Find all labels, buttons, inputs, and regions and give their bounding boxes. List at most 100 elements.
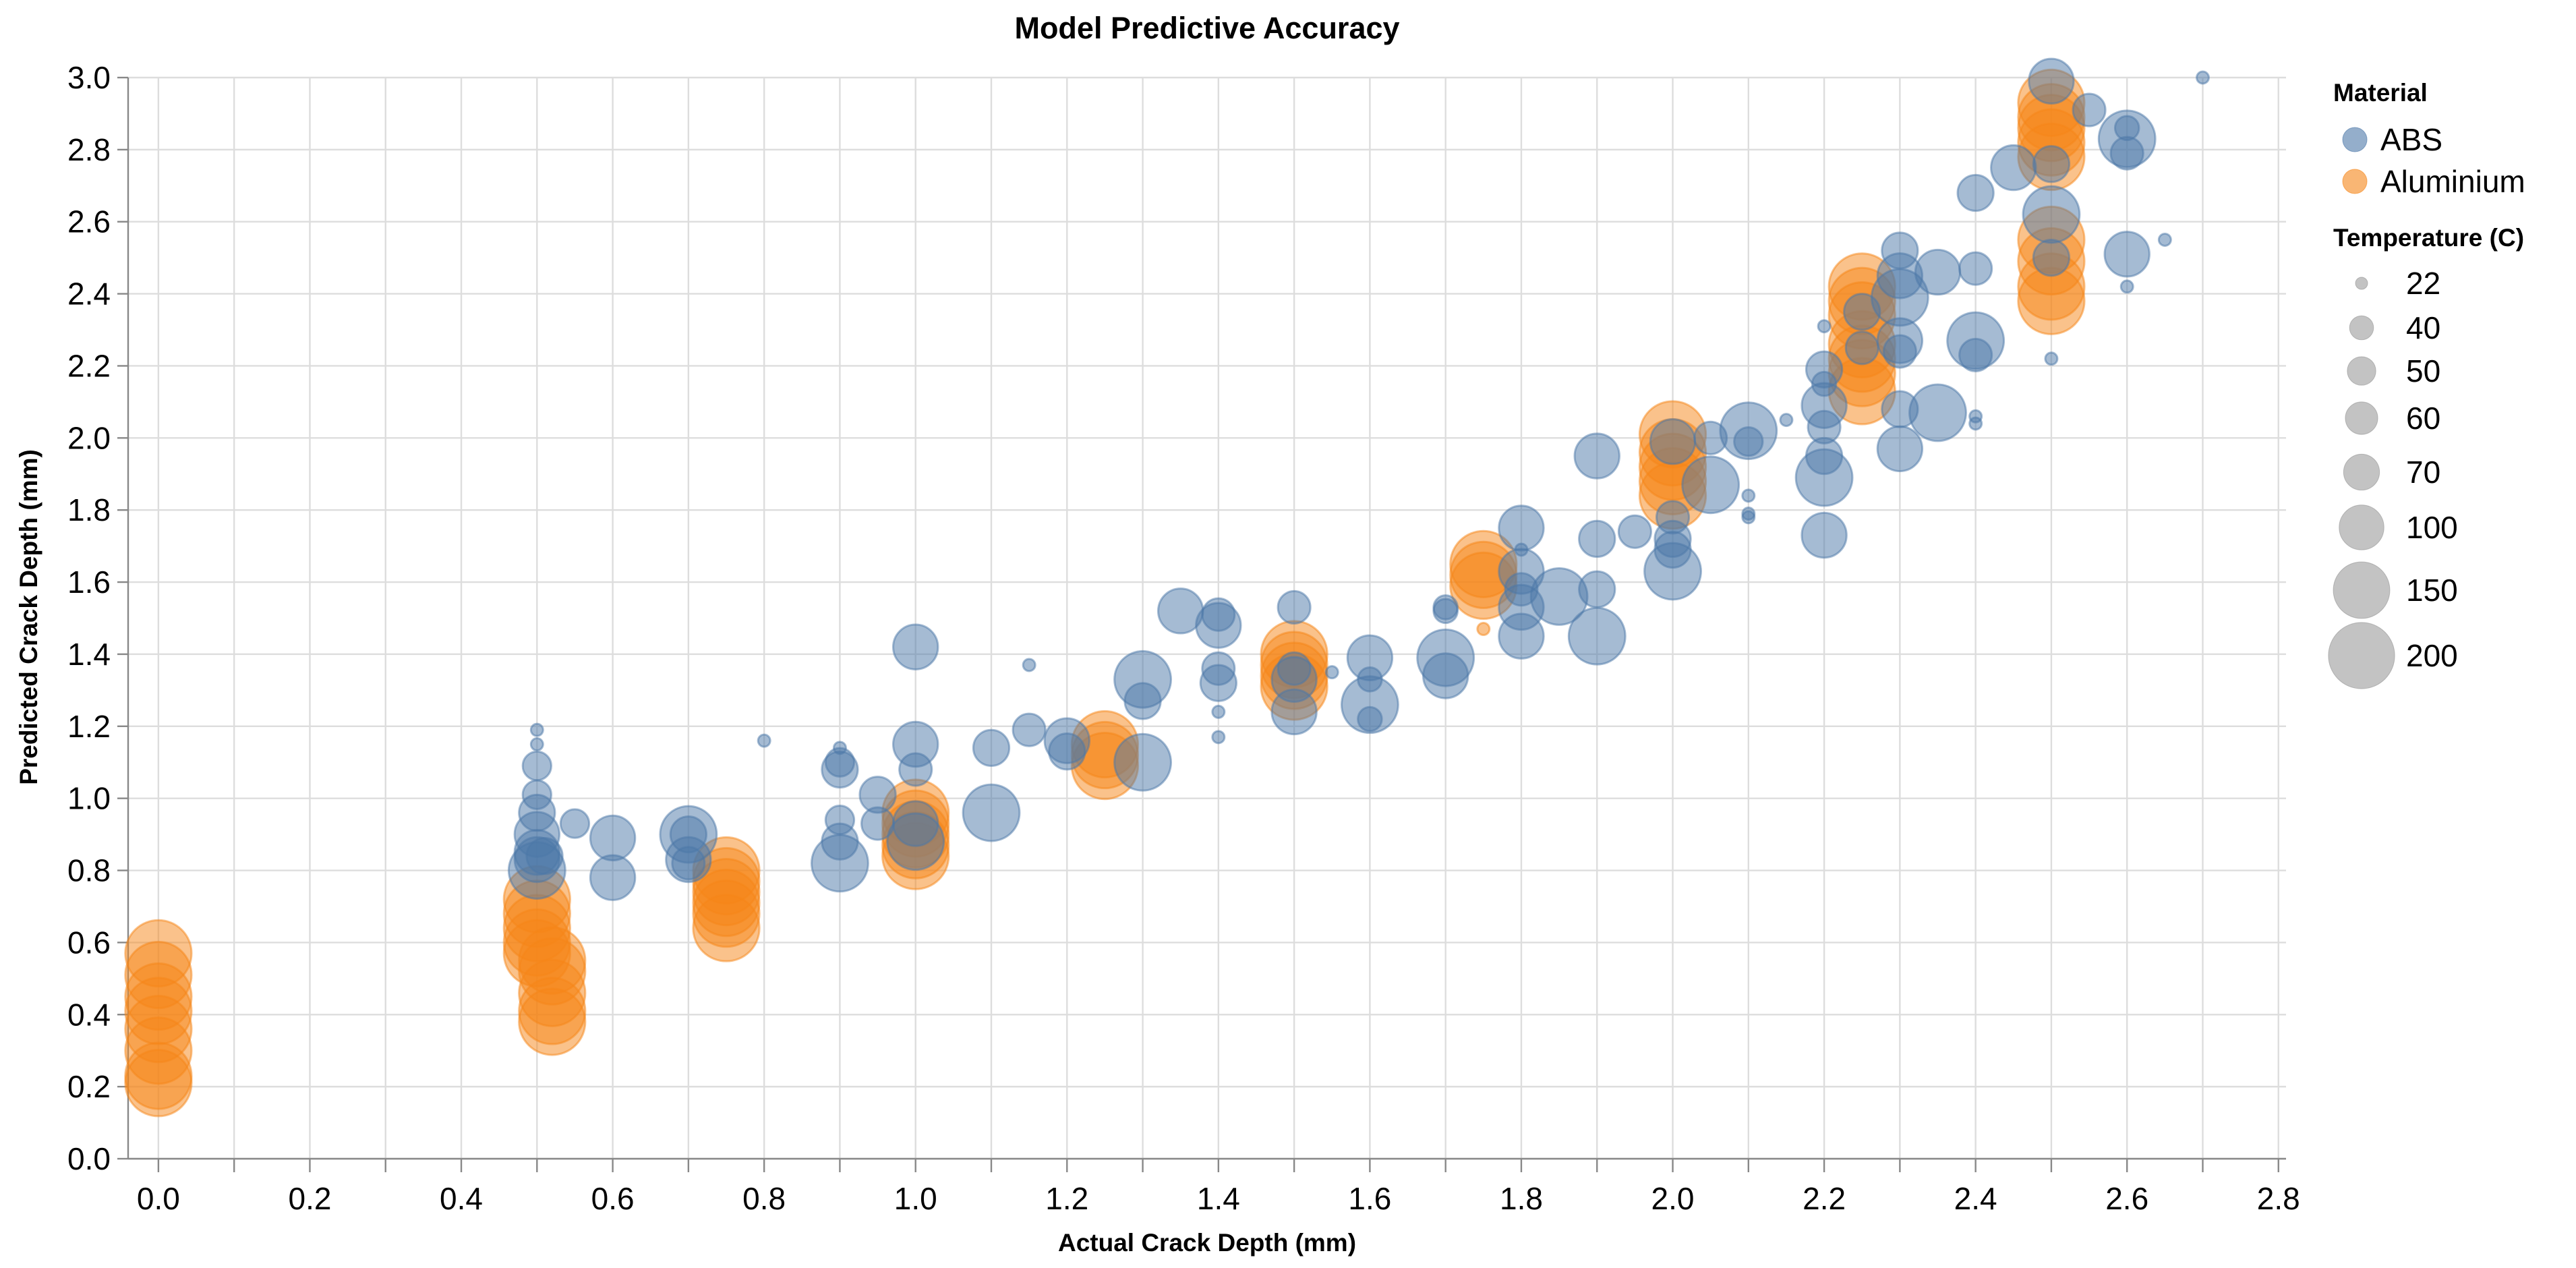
abs-point <box>1357 705 1383 732</box>
abs-point <box>2195 70 2210 85</box>
x-tick-label: 1.2 <box>1045 1181 1088 1216</box>
abs-point <box>1567 606 1627 666</box>
x-tick-label: 0.4 <box>440 1181 483 1216</box>
abs-point <box>962 783 1021 842</box>
abs-point <box>1199 664 1237 702</box>
size-legend-swatch <box>2343 453 2380 491</box>
abs-point <box>2072 92 2107 127</box>
x-tick-label: 2.6 <box>2105 1181 2148 1216</box>
abs-point <box>529 737 544 752</box>
abs-point <box>2032 145 2071 183</box>
abs-point <box>1048 732 1086 771</box>
abs-point <box>1990 144 2037 192</box>
abs-point <box>559 808 591 839</box>
abs-point <box>589 854 637 901</box>
abs-point <box>1498 612 1545 660</box>
size-legend-label: 150 <box>2406 573 2458 608</box>
legend-label-aluminium: Aluminium <box>2380 164 2525 199</box>
x-axis-title: Actual Crack Depth (mm) <box>1058 1229 1356 1257</box>
size-legend-label: 70 <box>2406 455 2440 490</box>
y-tick-label: 2.6 <box>67 204 111 239</box>
y-tick-label: 0.4 <box>67 997 111 1032</box>
abs-point <box>1801 511 1848 559</box>
x-tick-label: 2.4 <box>1954 1181 1997 1216</box>
abs-point <box>1844 330 1879 366</box>
abs-point <box>2109 136 2144 171</box>
abs-point <box>1794 448 1854 507</box>
abs-point <box>1741 510 1756 525</box>
abs-point <box>1617 514 1652 549</box>
abs-point <box>1958 337 1993 372</box>
size-legend-label: 60 <box>2406 401 2440 436</box>
size-legend-swatch <box>2345 401 2378 435</box>
legend: Material ABS Aluminium Temperature (C) 22… <box>2328 79 2525 689</box>
x-tick-label: 2.2 <box>1803 1181 1846 1216</box>
abs-point <box>1270 688 1318 736</box>
abs-point <box>2119 279 2134 294</box>
data-points <box>124 57 2210 1118</box>
abs-point <box>1741 488 1756 503</box>
y-tick-label: 2.2 <box>67 348 111 383</box>
abs-point <box>1277 589 1312 625</box>
x-tick-label: 0.6 <box>591 1181 635 1216</box>
y-tick-label: 2.8 <box>67 132 111 167</box>
y-tick-label: 0.0 <box>67 1141 111 1176</box>
abs-point <box>1914 248 1962 296</box>
abs-point <box>1340 675 1399 734</box>
abs-point <box>1012 712 1047 747</box>
x-tick-label: 1.6 <box>1348 1181 1391 1216</box>
legend-swatch-aluminium <box>2342 169 2368 194</box>
x-tick-label: 0.0 <box>137 1181 180 1216</box>
abs-point <box>2157 232 2172 247</box>
legend-swatch-abs <box>2342 127 2368 152</box>
axes: 0.0 0.2 0.4 0.6 0.8 1.0 1.2 1.4 1.6 1.8 2.0 2.2 2.4 2… <box>67 60 2300 1216</box>
x-tick-label: 1.4 <box>1197 1181 1240 1216</box>
abs-point <box>1422 652 1469 699</box>
chart-title: Model Predictive Accuracy <box>1014 11 1399 45</box>
y-tick-label: 2.0 <box>67 420 111 455</box>
y-tick-label: 1.2 <box>67 709 111 744</box>
abs-point <box>589 814 637 862</box>
abs-point <box>2103 231 2150 278</box>
size-legend-swatch <box>2347 356 2376 386</box>
size-legend-label: 200 <box>2406 638 2458 673</box>
abs-point <box>2032 239 2071 277</box>
y-tick-label: 1.8 <box>67 492 111 527</box>
aluminium-point <box>1476 622 1491 637</box>
abs-point <box>1123 682 1162 720</box>
aluminium-point <box>2017 266 2086 335</box>
abs-point <box>811 834 869 893</box>
abs-point <box>671 846 706 881</box>
abs-point <box>1956 173 1995 212</box>
abs-point <box>1578 519 1616 558</box>
abs-point <box>886 812 945 871</box>
abs-point <box>1817 319 1832 334</box>
aluminium-point <box>518 987 587 1056</box>
color-legend-items: ABS Aluminium <box>2342 122 2525 199</box>
abs-point <box>1211 730 1226 745</box>
x-tick-label: 1.8 <box>1500 1181 1543 1216</box>
y-tick-label: 2.4 <box>67 277 111 312</box>
abs-point <box>757 733 771 748</box>
abs-point <box>1211 704 1226 719</box>
y-tick-label: 0.2 <box>67 1069 111 1104</box>
y-tick-label: 0.6 <box>67 925 111 960</box>
abs-point <box>2022 185 2081 244</box>
y-tick-label: 0.8 <box>67 853 111 888</box>
size-legend-label: 100 <box>2406 510 2458 545</box>
y-tick-label: 3.0 <box>67 60 111 95</box>
y-tick-label: 1.6 <box>67 565 111 600</box>
abs-point <box>521 750 552 782</box>
y-axis-title: Predicted Crack Depth (mm) <box>15 449 42 785</box>
abs-point <box>1649 417 1697 465</box>
size-legend-swatch <box>2339 505 2384 550</box>
size-legend-label: 22 <box>2406 266 2440 301</box>
x-tick-label: 0.8 <box>742 1181 786 1216</box>
color-legend-title: Material <box>2333 79 2428 107</box>
x-tick-label: 0.2 <box>288 1181 331 1216</box>
abs-point <box>2044 351 2059 366</box>
abs-point <box>1882 334 1917 369</box>
abs-point <box>892 623 939 670</box>
y-tick-label: 1.0 <box>67 781 111 816</box>
abs-point <box>1578 570 1616 608</box>
